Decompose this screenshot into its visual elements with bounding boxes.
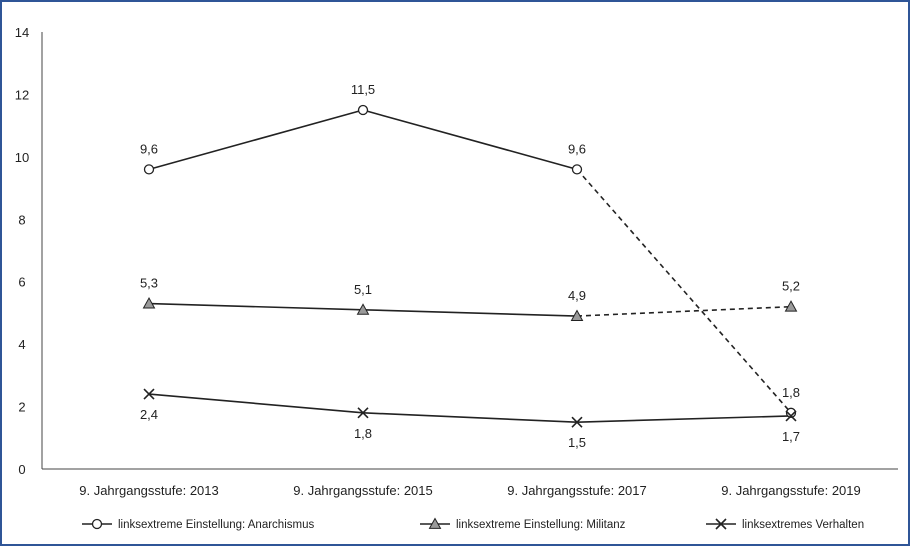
series-line-segment (149, 304, 363, 310)
series-lines (149, 110, 791, 422)
series-line-segment (363, 310, 577, 316)
series-line-segment (577, 416, 791, 422)
data-label: 1,7 (782, 429, 800, 444)
data-label: 5,1 (354, 282, 372, 297)
series-line-segment (577, 307, 791, 316)
x-tick-label: 9. Jahrgangsstufe: 2019 (721, 483, 861, 498)
data-label: 1,8 (354, 426, 372, 441)
y-tick-label: 4 (18, 337, 25, 352)
circle-marker (93, 520, 102, 529)
y-tick-label: 14 (15, 25, 29, 40)
data-label: 5,2 (782, 279, 800, 294)
y-tick-label: 0 (18, 462, 25, 477)
series-markers (144, 106, 797, 428)
series-line-segment (149, 394, 363, 413)
series-line-segment (149, 110, 363, 169)
x-tick-label: 9. Jahrgangsstufe: 2015 (293, 483, 433, 498)
data-label: 4,9 (568, 288, 586, 303)
data-label: 9,6 (140, 141, 158, 156)
legend: linksextreme Einstellung: Anarchismus lin… (82, 519, 864, 532)
data-label: 5,3 (140, 276, 158, 291)
circle-marker (359, 106, 368, 115)
x-tick-label: 9. Jahrgangsstufe: 2013 (79, 483, 219, 498)
data-label: 2,4 (140, 407, 158, 422)
series-line-segment (363, 413, 577, 422)
y-tick-label: 2 (18, 400, 25, 415)
data-label: 9,6 (568, 141, 586, 156)
y-tick-label: 8 (18, 212, 25, 227)
data-label: 11,5 (351, 82, 375, 97)
series-line-segment (363, 110, 577, 169)
series-line-segment (577, 169, 791, 412)
data-labels: 9,6 11,5 9,6 1,8 5,3 5,1 4,9 5,2 2,4 1,8 1,5 1,7 (140, 82, 800, 450)
legend-label: linksextreme Einstellung: Anarchismus (118, 519, 314, 531)
legend-label: linksextremes Verhalten (742, 519, 864, 531)
y-tick-label: 6 (18, 275, 25, 290)
data-label: 1,8 (782, 385, 800, 400)
legend-label: linksextreme Einstellung: Militanz (456, 519, 626, 531)
y-tick-label: 12 (15, 87, 29, 102)
circle-marker (145, 165, 154, 174)
circle-marker (573, 165, 582, 174)
y-tick-label: 10 (15, 150, 29, 165)
data-label: 1,5 (568, 435, 586, 450)
x-tick-label: 9. Jahrgangsstufe: 2017 (507, 483, 647, 498)
axes: 0 2 4 6 8 10 12 14 9. Jahrgangsstufe: 2013 9. Jah… (15, 25, 898, 498)
